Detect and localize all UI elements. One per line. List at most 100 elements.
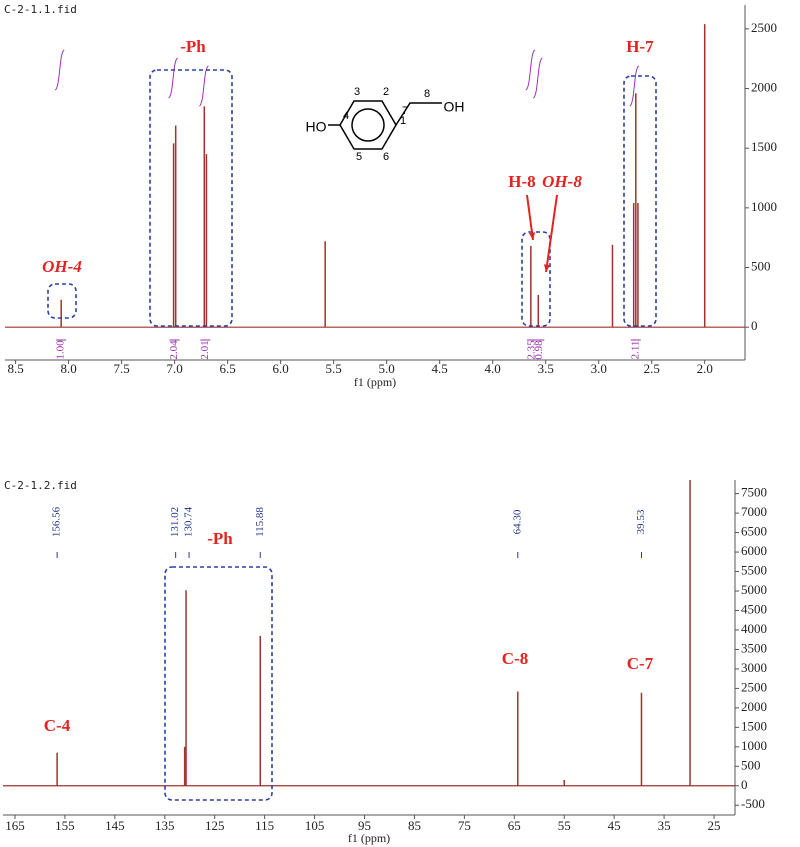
x-tick-label: 25 [708,818,721,833]
x-tick-label: 35 [658,818,671,833]
integral-label: 0.98 [533,340,545,360]
x-tick-label: 2.5 [644,361,660,376]
x-tick-label: 6.0 [273,361,289,376]
x-tick-label: 4.5 [432,361,448,376]
x-tick-label: 7.5 [113,361,129,376]
integral-label: 2.35 [525,340,537,360]
highlight-box [623,75,657,327]
annotation: OH-8 [542,172,582,191]
x-tick-label: 7.0 [167,361,183,376]
annotation: -Ph [180,37,206,56]
aromatic-circle [351,108,385,142]
y-tick-label: 7000 [741,504,767,519]
x-axis-label: f1 (ppm) [348,831,390,845]
y-tick-label: 2500 [751,20,777,35]
x-tick-label: 75 [458,818,471,833]
y-tick-label: 500 [741,757,761,772]
y-tick-label: 5500 [741,563,767,578]
structure-label: 6 [383,151,389,163]
structure-label: 4 [343,110,349,122]
integral-curve [629,65,640,107]
x-axis-label: f1 (ppm) [354,375,396,389]
x-tick-label: 145 [105,818,125,833]
structure-label: OH [444,99,465,115]
y-tick-label: 2500 [741,679,767,694]
y-tick-label: 6500 [741,524,767,539]
x-tick-label: 85 [408,818,421,833]
arrow-head [528,232,536,240]
x-tick-label: 5.0 [379,361,395,376]
x-tick-label: 125 [205,818,225,833]
y-tick-label: 7500 [741,485,767,500]
integral-label: 2.04 [168,340,180,360]
arrow [526,194,534,241]
integral-label: 1.00 [55,340,67,360]
structure-label: 8 [424,88,430,100]
integral-curve [168,57,179,99]
x-tick-label: 95 [358,818,371,833]
x-tick-label: 55 [558,818,571,833]
y-tick-label: 0 [741,777,748,792]
integral-curve [532,57,543,99]
y-tick-label: 1500 [751,139,777,154]
x-tick-label: 8.5 [7,361,23,376]
x-tick-label: 105 [305,818,325,833]
x-tick-label: 155 [55,818,75,833]
y-tick-label: 0 [751,318,758,333]
y-tick-label: -500 [741,796,765,811]
structure-label: 7 [402,105,408,117]
peak-label: 64.30 [511,509,523,534]
integral-curve [54,49,65,91]
peak-label: 115.88 [254,507,266,537]
annotation: -Ph [207,529,233,548]
peak-label: 39.53 [635,509,647,534]
x-tick-label: 5.5 [326,361,342,376]
y-tick-label: 2000 [741,699,767,714]
arrow-head [543,264,551,272]
x-tick-label: 2.0 [697,361,713,376]
y-tick-label: 2000 [751,80,777,95]
structure-label: 3 [354,86,360,98]
peak-label: 156.56 [51,506,63,537]
x-tick-label: 6.5 [220,361,236,376]
highlight-box [149,69,233,327]
integral-label: 2.11 [629,341,641,360]
peak-label: 131.02 [169,507,181,537]
x-tick-label: 65 [508,818,521,833]
y-tick-label: 6000 [741,543,767,558]
highlight-box [47,283,77,319]
structure-label: HO [306,119,327,135]
y-tick-label: 4500 [741,601,767,616]
y-tick-label: 4000 [741,621,767,636]
y-tick-label: 1000 [751,199,777,214]
annotation: H-7 [626,37,654,56]
y-tick-label: 3500 [741,640,767,655]
y-tick-label: 5000 [741,582,767,597]
arrow [545,194,558,273]
chart-title: C-2-1.1.fid [4,3,77,16]
annotation: OH-4 [42,257,82,276]
structure-label: 2 [383,86,389,98]
chain-bond [395,102,442,126]
x-tick-label: 45 [608,818,621,833]
x-tick-label: 3.5 [538,361,554,376]
x-tick-label: 135 [155,818,175,833]
spectrum [5,24,745,328]
y-tick-label: 1000 [741,738,767,753]
integral-label: 2.01 [199,340,211,359]
highlight-box [521,231,551,327]
structure-label: 5 [356,151,362,163]
chart-title: C-2-1.2.fid [4,479,77,492]
y-tick-label: 3000 [741,660,767,675]
integral-curve [198,65,209,107]
annotation: C-8 [502,649,528,668]
integral-curve [525,49,536,91]
y-tick-label: 1500 [741,718,767,733]
benzene-ring [339,100,397,150]
annotation: C-4 [44,716,71,735]
annotation: H-8 [508,172,535,191]
highlight-box [164,566,273,801]
x-tick-label: 3.0 [591,361,607,376]
